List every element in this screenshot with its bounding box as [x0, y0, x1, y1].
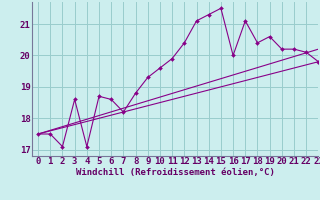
X-axis label: Windchill (Refroidissement éolien,°C): Windchill (Refroidissement éolien,°C)	[76, 168, 275, 177]
